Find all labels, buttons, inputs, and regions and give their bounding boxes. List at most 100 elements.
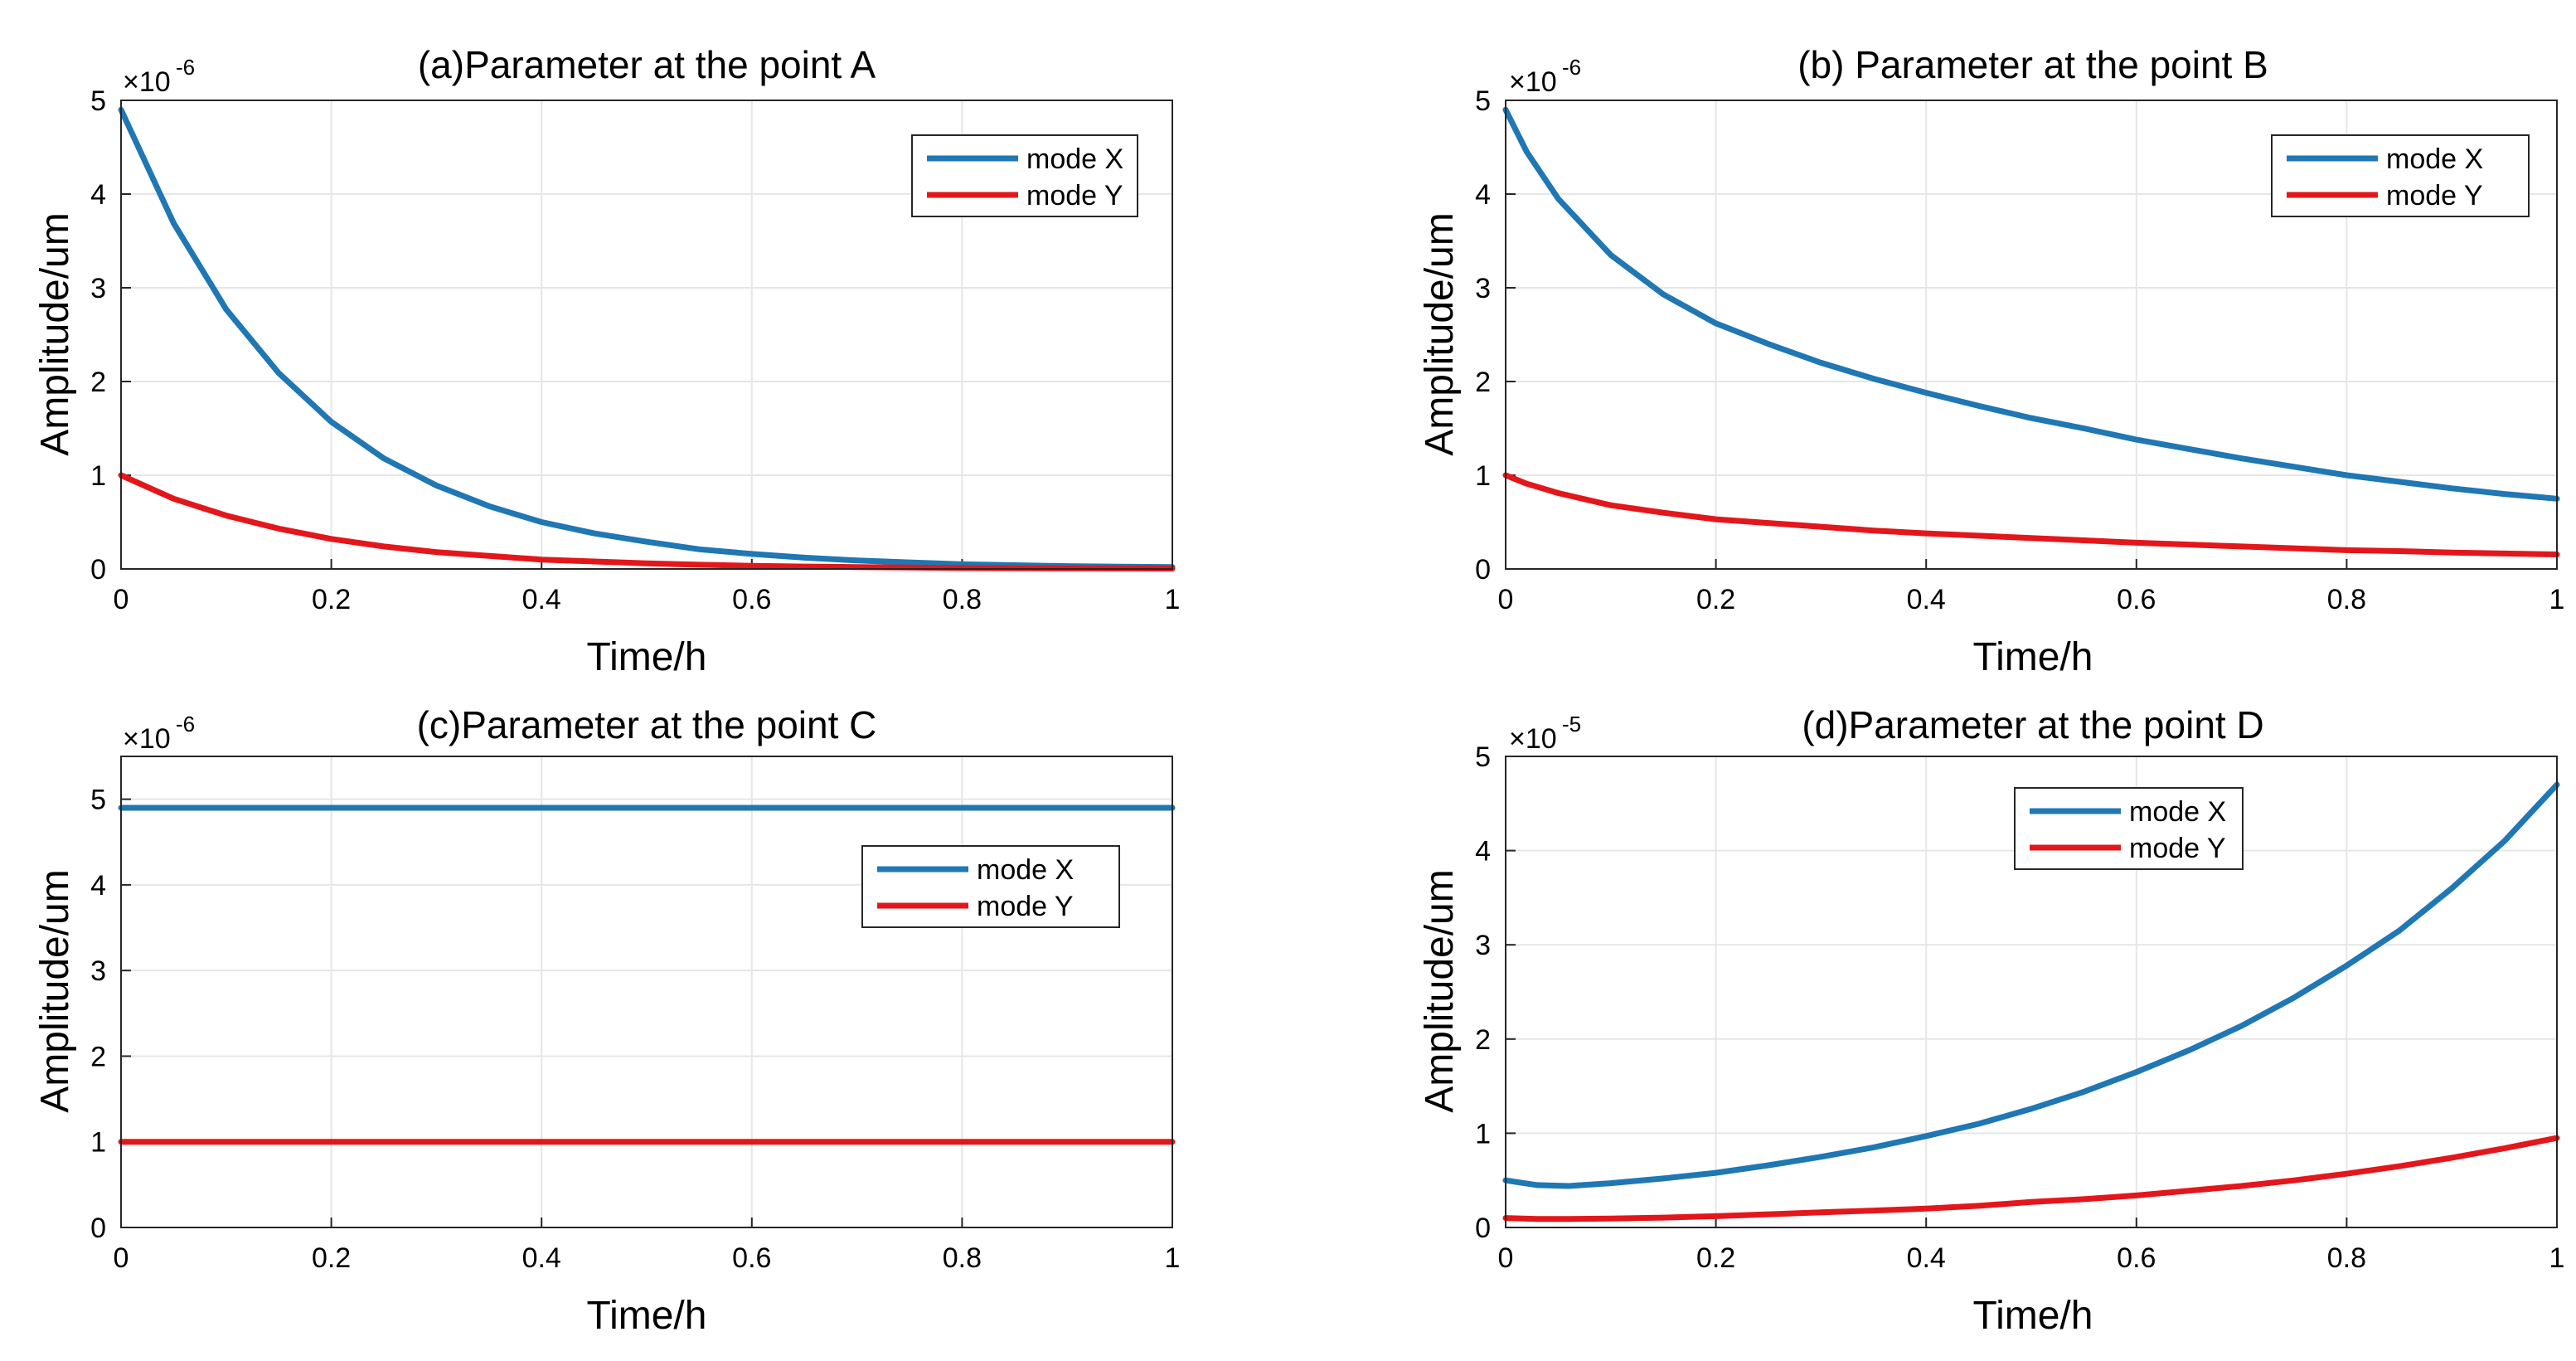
exponent-power: -6: [1562, 55, 1581, 80]
series-line-mode-x: [118, 106, 1176, 571]
y-tick-label: 4: [90, 870, 106, 902]
legend: mode X mode Y: [911, 134, 1138, 217]
x-tick-label: 0.6: [732, 1242, 771, 1274]
x-tick-label: 0.6: [2117, 1242, 2156, 1274]
series-line-mode-x: [1502, 781, 2560, 1189]
x-tick-label: 0.2: [312, 584, 351, 615]
legend-box: [911, 134, 1138, 217]
x-tick-label: 0.4: [1907, 1242, 1946, 1274]
x-tick-label: 0.4: [1907, 584, 1946, 615]
x-tick-label: 1: [2549, 584, 2565, 615]
plot-background: [121, 756, 1172, 1227]
y-tick-label: 1: [1475, 460, 1491, 492]
exponent-base: ×10: [123, 66, 171, 98]
exponent-power: -6: [176, 55, 195, 80]
x-tick-label: 1: [1165, 1242, 1181, 1274]
y-axis-label: Amplitude/um: [33, 212, 77, 455]
panel-a: (a)Parameter at the point A ×10 -6 0 0.2 0…: [33, 43, 1180, 679]
y-axis-label: Amplitude/um: [1418, 212, 1462, 455]
y-tick-label: 4: [1475, 836, 1491, 868]
y-tick-label: 1: [1475, 1118, 1491, 1150]
y-tick-label: 0: [90, 554, 106, 586]
y-tick-label: 5: [90, 785, 106, 816]
chart-title: (a)Parameter at the point A: [418, 43, 876, 86]
panel-b: (b) Parameter at the point B ×10 -6 0 0.2…: [1418, 43, 2564, 679]
legend-label: mode X: [1026, 143, 1123, 175]
x-tick-label: 0: [114, 584, 129, 615]
y-tick-label: 2: [90, 367, 106, 398]
x-tick-label: 0: [1498, 584, 1514, 615]
plot-area: 0 0.2 0.4 0.6 0.8 1 0 1 2 3 4 5 mode X mode Y: [90, 85, 1180, 615]
y-tick-label: 0: [1475, 1213, 1491, 1244]
y-axis-label: Amplitude/um: [33, 869, 77, 1112]
chart-title: (c)Parameter at the point C: [417, 703, 877, 746]
panel-c: (c)Parameter at the point C ×10 -6 0 0.2 0…: [33, 703, 1180, 1338]
y-tick-label: 0: [90, 1213, 106, 1244]
y-tick-label: 5: [90, 85, 106, 117]
x-tick-label: 1: [2549, 1242, 2565, 1274]
exponent-base: ×10: [1509, 66, 1557, 98]
x-tick-label: 0.8: [2327, 584, 2366, 615]
axes-box: [1505, 756, 2558, 1228]
series-line-mode-y: [1502, 1135, 2560, 1222]
legend-label: mode Y: [977, 891, 1074, 922]
axes-box: [1505, 100, 2558, 570]
y-tick-label: 3: [90, 273, 106, 304]
x-tick-label: 0.2: [312, 1242, 351, 1274]
y-tick-label: 0: [1475, 554, 1491, 586]
series-line-mode-x: [1502, 106, 2560, 502]
y-tick-label: 2: [90, 1041, 106, 1072]
y-tick-label: 2: [1475, 1024, 1491, 1056]
x-tick-label: 0.8: [943, 1242, 982, 1274]
x-axis-label: Time/h: [1973, 1294, 2093, 1338]
x-tick-label: 0.4: [522, 1242, 561, 1274]
legend: mode X mode Y: [2271, 134, 2530, 217]
x-tick-label: 0.4: [522, 584, 561, 615]
exponent-power: -5: [1562, 712, 1581, 736]
series-line-mode-y: [1502, 472, 2560, 557]
legend-label: mode X: [2386, 143, 2483, 175]
legend-label: mode Y: [1026, 180, 1123, 211]
y-tick-label: 5: [1475, 741, 1491, 773]
y-tick-label: 5: [1475, 85, 1491, 117]
panel-d: (d)Parameter at the point D ×10 -5 0 0.2 0…: [1418, 703, 2564, 1338]
exponent-power: -6: [176, 712, 195, 736]
y-tick-label: 4: [90, 179, 106, 211]
legend-label: mode Y: [2129, 833, 2226, 864]
x-tick-label: 0: [114, 1242, 129, 1274]
chart-title: (b) Parameter at the point B: [1797, 43, 2268, 86]
legend-box: [2014, 787, 2244, 870]
x-tick-label: 1: [1165, 584, 1181, 615]
y-tick-label: 3: [1475, 273, 1491, 304]
x-tick-label: 0.6: [732, 584, 771, 615]
y-tick-label: 2: [1475, 367, 1491, 398]
x-axis-label: Time/h: [587, 635, 707, 679]
x-tick-label: 0.6: [2117, 584, 2156, 615]
exponent-base: ×10: [1509, 723, 1557, 755]
legend-box: [861, 845, 1120, 928]
y-tick-label: 3: [1475, 930, 1491, 961]
y-axis-label: Amplitude/um: [1418, 869, 1462, 1112]
axes-box: [120, 100, 1173, 570]
legend-label: mode Y: [2386, 180, 2483, 211]
chart-title: (d)Parameter at the point D: [1802, 703, 2263, 746]
y-tick-label: 1: [90, 460, 106, 492]
y-tick-label: 3: [90, 955, 106, 987]
legend: mode X mode Y: [2014, 787, 2244, 870]
x-tick-label: 0.2: [1696, 584, 1735, 615]
x-tick-label: 0.2: [1696, 1242, 1735, 1274]
legend-box: [2271, 134, 2530, 217]
exponent-base: ×10: [123, 723, 171, 755]
plot-area: 0 0.2 0.4 0.6 0.8 1 0 1 2 3 4 5 mode X mode Y: [90, 756, 1180, 1274]
x-tick-label: 0: [1498, 1242, 1514, 1274]
legend: mode X mode Y: [861, 845, 1120, 928]
legend-label: mode X: [2129, 796, 2226, 828]
plot-area: 0 0.2 0.4 0.6 0.8 1 0 1 2 3 4 5 mode X mode Y: [1475, 741, 2564, 1274]
x-axis-label: Time/h: [587, 1294, 707, 1338]
y-tick-label: 4: [1475, 179, 1491, 211]
axes-box: [120, 756, 1173, 1228]
y-tick-label: 1: [90, 1127, 106, 1159]
plot-area: 0 0.2 0.4 0.6 0.8 1 0 1 2 3 4 5 mode X mode Y: [1475, 85, 2564, 615]
legend-label: mode X: [977, 854, 1074, 886]
